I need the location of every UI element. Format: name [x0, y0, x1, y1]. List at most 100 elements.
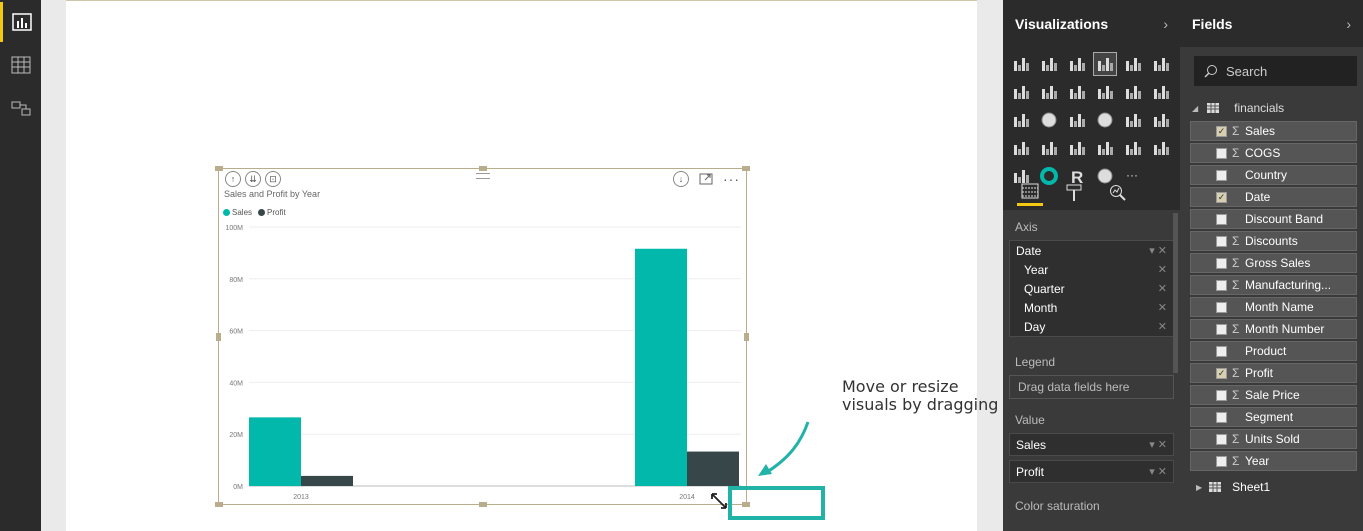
line-column-icon[interactable]: [1093, 80, 1117, 104]
field-item[interactable]: Σ Year: [1190, 451, 1357, 471]
field-checkbox[interactable]: [1216, 213, 1227, 225]
report-page[interactable]: ↑ ⇊ ⊡ ↓ ··· Sales and Profit by Year Sal…: [66, 0, 977, 531]
field-checkbox[interactable]: ✓: [1216, 367, 1227, 379]
fields-search-input[interactable]: Search: [1194, 56, 1357, 86]
field-checkbox[interactable]: [1216, 323, 1227, 335]
scatter-icon[interactable]: [1009, 108, 1033, 132]
clustered-bar-icon[interactable]: [1065, 52, 1089, 76]
100-column-icon[interactable]: [1149, 52, 1173, 76]
axis-well[interactable]: Date ▾ ✕ Year ✕ Quarter ✕ Month ✕ Day ✕: [1009, 240, 1174, 337]
bar-profit-2014[interactable]: [687, 451, 739, 486]
funnel-icon[interactable]: [1037, 136, 1061, 160]
ribbon-chart-icon[interactable]: [1149, 80, 1173, 104]
close-icon[interactable]: ✕: [1157, 302, 1167, 314]
value-well-profit[interactable]: Profit ▾ ✕: [1009, 460, 1174, 483]
field-item[interactable]: Month Name: [1190, 297, 1357, 317]
resize-handle-right[interactable]: [744, 333, 749, 341]
globe-map-icon[interactable]: [1093, 108, 1117, 132]
resize-handle-tr[interactable]: [742, 166, 750, 171]
field-item[interactable]: Discount Band: [1190, 209, 1357, 229]
resize-handle-left[interactable]: [216, 333, 221, 341]
axis-field-date[interactable]: Date ▾ ✕: [1010, 241, 1173, 260]
drag-grip-icon[interactable]: [476, 173, 490, 179]
matrix-icon[interactable]: [1149, 108, 1173, 132]
resize-handle-bottom[interactable]: [479, 502, 487, 507]
field-item[interactable]: Σ Month Number: [1190, 319, 1357, 339]
field-item[interactable]: ✓ Σ Profit: [1190, 363, 1357, 383]
pie-icon[interactable]: [1037, 108, 1061, 132]
legend-drop-zone[interactable]: Drag data fields here: [1009, 375, 1174, 399]
multirow-card-icon[interactable]: [1093, 136, 1117, 160]
close-icon[interactable]: ✕: [1157, 283, 1167, 295]
field-item[interactable]: ✓ Σ Sales: [1190, 121, 1357, 141]
collapsed-triangle-icon[interactable]: ▶: [1196, 482, 1203, 492]
clustered-column-icon[interactable]: [1093, 52, 1117, 76]
r-visual-icon[interactable]: R: [1065, 164, 1089, 188]
line-chart-icon[interactable]: [1009, 80, 1033, 104]
report-view-button[interactable]: [0, 2, 41, 42]
expand-triangle-icon[interactable]: ◢: [1192, 103, 1199, 113]
field-item[interactable]: ✓ Date: [1190, 187, 1357, 207]
resize-handle-bl[interactable]: [215, 502, 223, 507]
axis-sub-year[interactable]: Year ✕: [1010, 260, 1173, 279]
field-item[interactable]: Product: [1190, 341, 1357, 361]
stacked-area-icon[interactable]: [1065, 80, 1089, 104]
field-checkbox[interactable]: [1216, 389, 1227, 401]
resize-handle-top[interactable]: [479, 166, 487, 171]
bar-sales-2013[interactable]: [249, 417, 301, 486]
field-checkbox[interactable]: [1216, 301, 1227, 313]
axis-sub-month[interactable]: Month ✕: [1010, 298, 1173, 317]
drill-mode-icon[interactable]: ⊡: [265, 171, 281, 187]
bar-profit-2013[interactable]: [301, 475, 353, 486]
value-field-sales[interactable]: Sales ▾ ✕: [1010, 434, 1173, 455]
format-tab[interactable]: [1061, 180, 1087, 206]
value-field-profit[interactable]: Profit ▾ ✕: [1010, 461, 1173, 482]
field-item[interactable]: Σ Gross Sales: [1190, 253, 1357, 273]
data-view-button[interactable]: [0, 45, 41, 85]
wells-scrollbar[interactable]: [1173, 213, 1178, 373]
card-icon[interactable]: [1121, 136, 1145, 160]
close-icon[interactable]: ✕: [1157, 264, 1167, 276]
focus-mode-icon[interactable]: [699, 173, 713, 185]
axis-sub-quarter[interactable]: Quarter ✕: [1010, 279, 1173, 298]
chevron-right-icon[interactable]: ›: [1163, 15, 1168, 32]
resize-handle-tl[interactable]: [215, 166, 223, 171]
100-bar-icon[interactable]: [1121, 52, 1145, 76]
bar-sales-2014[interactable]: [635, 248, 687, 486]
treemap-icon[interactable]: [1065, 108, 1089, 132]
field-item[interactable]: Σ Units Sold: [1190, 429, 1357, 449]
field-checkbox[interactable]: ✓: [1216, 125, 1227, 137]
field-checkbox[interactable]: [1216, 257, 1227, 269]
slicer-icon[interactable]: [1009, 164, 1033, 188]
value-well-sales[interactable]: Sales ▾ ✕: [1009, 433, 1174, 456]
field-checkbox[interactable]: ✓: [1216, 191, 1227, 203]
table-viz-icon[interactable]: [1121, 108, 1145, 132]
stacked-bar-icon[interactable]: [1009, 52, 1033, 76]
field-checkbox[interactable]: [1216, 235, 1227, 247]
more-options-icon[interactable]: ···: [723, 171, 740, 187]
analytics-tab[interactable]: [1105, 180, 1131, 206]
field-checkbox[interactable]: [1216, 411, 1227, 423]
field-checkbox[interactable]: [1216, 433, 1227, 445]
field-checkbox[interactable]: [1216, 345, 1227, 357]
drill-down-icon[interactable]: ↓: [673, 171, 689, 187]
table-sheet1[interactable]: ▶ Sheet1: [1180, 475, 1363, 499]
close-icon[interactable]: ✕: [1157, 321, 1167, 333]
field-checkbox[interactable]: [1216, 455, 1227, 467]
globe-icon[interactable]: [1093, 164, 1117, 188]
expand-next-level-icon[interactable]: ⇊: [245, 171, 261, 187]
field-checkbox[interactable]: [1216, 147, 1227, 159]
field-checkbox[interactable]: [1216, 279, 1227, 291]
stacked-column-icon[interactable]: [1037, 52, 1061, 76]
field-item[interactable]: Σ Sale Price: [1190, 385, 1357, 405]
fields-well-tab[interactable]: [1017, 180, 1043, 206]
relationships-view-button[interactable]: [0, 88, 41, 128]
dropdown-close-icons[interactable]: ▾ ✕: [1149, 439, 1167, 451]
area-chart-icon[interactable]: [1037, 80, 1061, 104]
table-financials[interactable]: ◢ financials: [1180, 95, 1363, 121]
more-visuals-icon[interactable]: ···: [1121, 164, 1145, 188]
field-item[interactable]: Σ Manufacturing...: [1190, 275, 1357, 295]
drill-up-icon[interactable]: ↑: [225, 171, 241, 187]
field-item[interactable]: Σ Discounts: [1190, 231, 1357, 251]
dropdown-close-icons[interactable]: ▾ ✕: [1149, 245, 1167, 257]
